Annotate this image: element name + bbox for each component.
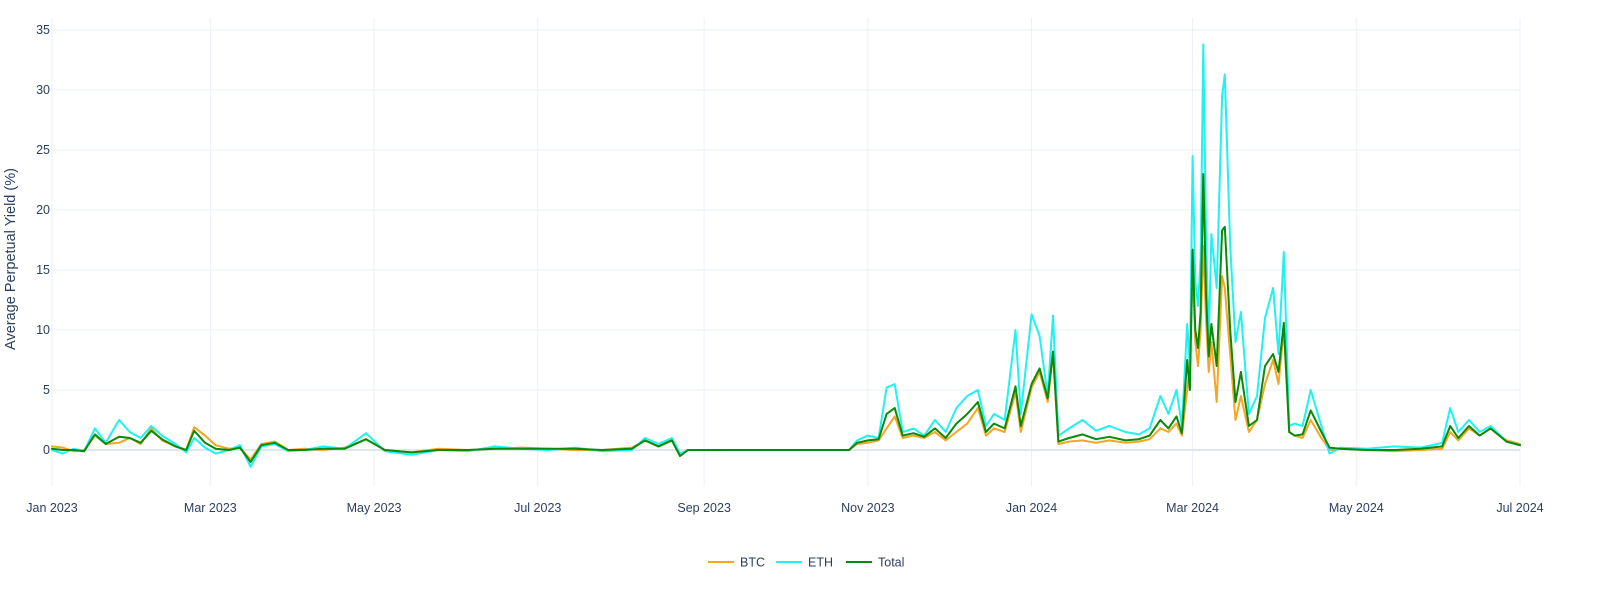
y-tick-label: 30	[36, 83, 50, 97]
y-tick-label: 35	[36, 23, 50, 37]
y-tick-label: 0	[43, 443, 50, 457]
x-tick-label: Jan 2023	[26, 501, 77, 515]
series-line-total	[51, 173, 1521, 463]
y-tick-label: 15	[36, 263, 50, 277]
series-line-btc	[51, 245, 1521, 461]
y-axis-ticks: 0 5 10 15 20 25 30 35	[36, 23, 50, 457]
x-tick-label: Jul 2023	[514, 501, 561, 515]
y-tick-label: 10	[36, 323, 50, 337]
y-tick-label: 20	[36, 203, 50, 217]
y-axis-title: Average Perpetual Yield (%)	[3, 168, 19, 350]
y-tick-label: 25	[36, 143, 50, 157]
legend-label: BTC	[740, 556, 765, 570]
legend-label: ETH	[808, 556, 833, 570]
legend-item-total[interactable]: Total	[846, 556, 904, 570]
x-tick-label: Jul 2024	[1496, 501, 1543, 515]
x-gridlines	[51, 18, 1521, 486]
x-tick-label: Mar 2023	[184, 501, 237, 515]
legend-item-eth[interactable]: ETH	[776, 556, 833, 570]
x-tick-label: Sep 2023	[677, 501, 731, 515]
legend-label: Total	[878, 556, 904, 570]
legend[interactable]: BTC ETH Total	[708, 556, 904, 570]
x-tick-label: May 2024	[1329, 501, 1384, 515]
x-tick-label: Mar 2024	[1166, 501, 1219, 515]
series-line-eth	[51, 43, 1521, 468]
x-tick-label: Nov 2023	[841, 501, 895, 515]
x-tick-label: May 2023	[347, 501, 402, 515]
x-tick-label: Jan 2024	[1006, 501, 1057, 515]
x-axis-ticks: Jan 2023 Mar 2023 May 2023 Jul 2023 Sep 2023…	[26, 501, 1543, 515]
series-lines	[51, 43, 1521, 468]
legend-item-btc[interactable]: BTC	[708, 556, 765, 570]
y-tick-label: 5	[43, 383, 50, 397]
